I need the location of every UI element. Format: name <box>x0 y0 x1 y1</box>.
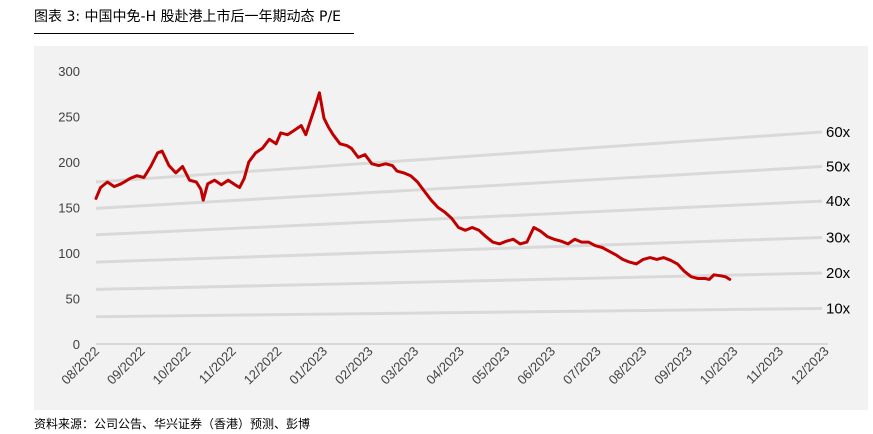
pe-band-line <box>95 130 823 184</box>
pe-band-label: 20x <box>826 265 851 282</box>
x-tick-label: 11/2023 <box>743 344 786 387</box>
pe-band-label: 30x <box>826 230 851 247</box>
x-tick-label: 01/2023 <box>286 344 330 388</box>
x-tick-label: 09/2022 <box>104 344 148 388</box>
y-tick-label: 100 <box>58 246 80 261</box>
pe-band-line <box>95 307 823 319</box>
x-tick-label: 02/2023 <box>332 344 376 388</box>
pe-band-label: 10x <box>826 301 851 318</box>
y-tick-label: 250 <box>58 110 80 125</box>
y-tick-label: 50 <box>66 292 80 307</box>
x-tick-label: 05/2023 <box>469 344 513 388</box>
x-tick-label: 04/2023 <box>423 344 467 388</box>
pe-band-label: 40x <box>826 193 851 210</box>
x-tick-label: 11/2022 <box>196 344 239 387</box>
pe-band-label: 50x <box>826 159 851 176</box>
y-tick-label: 300 <box>58 64 80 79</box>
pe-band-line <box>95 236 823 264</box>
source-note: 资料来源：公司公告、华兴证券（香港）预测、彭博 <box>34 417 311 431</box>
x-tick-label: 12/2022 <box>241 344 285 388</box>
x-tick-label: 08/2023 <box>605 344 649 388</box>
y-tick-label: 200 <box>58 155 80 170</box>
pe-band-labels: 60x 50x 40x 30x 20x 10x <box>826 124 851 318</box>
chart-title: 图表 3: 中国中免-H 股赴港上市后一年期动态 P/E <box>34 9 342 25</box>
x-tick-label: 08/2022 <box>58 344 102 388</box>
pe-band-line <box>95 271 823 291</box>
pe-band-label: 60x <box>826 124 851 141</box>
x-tick-label: 03/2023 <box>377 344 421 388</box>
x-tick-label: 06/2023 <box>514 344 558 388</box>
y-tick-label: 0 <box>73 337 80 352</box>
pe-line <box>94 91 732 281</box>
x-tick-label: 07/2023 <box>560 344 604 388</box>
y-tick-label: 150 <box>58 201 80 216</box>
pe-band-line <box>95 199 823 237</box>
title-underline <box>34 33 354 34</box>
x-tick-label: 09/2023 <box>651 344 695 388</box>
pe-bands <box>95 130 823 319</box>
x-tick-label: 10/2023 <box>697 344 741 388</box>
x-axis: 08/2022 09/2022 10/2022 11/2022 12/2022 01/20… <box>58 344 831 388</box>
pe-band-line <box>95 165 823 210</box>
x-tick-label: 10/2022 <box>149 344 193 388</box>
x-tick-label: 12/2023 <box>788 344 832 388</box>
chart-background <box>34 46 868 410</box>
y-axis: 0 50 100 150 200 250 300 <box>58 64 80 352</box>
